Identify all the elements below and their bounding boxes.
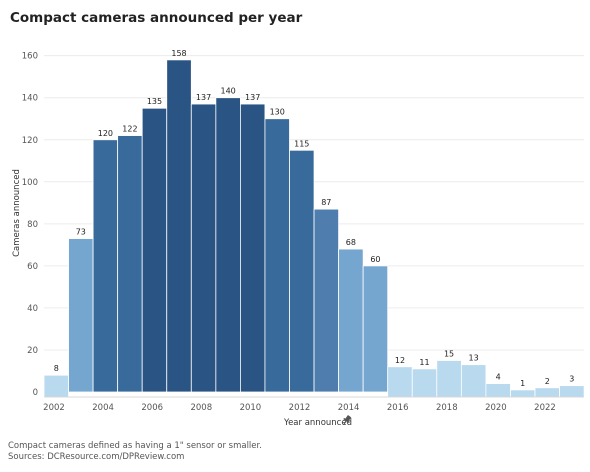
y-tick-label: 20 bbox=[27, 346, 38, 356]
bar bbox=[313, 208, 339, 393]
bar bbox=[338, 248, 364, 393]
data-label: 115 bbox=[294, 139, 309, 148]
bar bbox=[43, 374, 69, 398]
data-label: 4 bbox=[496, 373, 501, 382]
x-tick-label: 2018 bbox=[436, 403, 458, 413]
data-label: 158 bbox=[171, 49, 186, 58]
y-tick-label: 40 bbox=[27, 304, 38, 314]
x-tick-label: 2016 bbox=[387, 403, 409, 413]
x-tick-label: 2008 bbox=[190, 403, 212, 413]
bar bbox=[215, 97, 241, 393]
data-label: 2 bbox=[545, 377, 550, 386]
pin-icon bbox=[343, 415, 352, 425]
data-label: 140 bbox=[220, 87, 235, 96]
bar bbox=[166, 59, 192, 393]
x-tick-label: 2020 bbox=[485, 403, 507, 413]
x-axis-label: Year announced bbox=[283, 418, 352, 428]
data-label: 60 bbox=[370, 255, 380, 264]
bar bbox=[141, 107, 168, 393]
x-tick-label: 2022 bbox=[534, 403, 556, 413]
bar bbox=[239, 103, 266, 393]
x-tick-label: 2004 bbox=[92, 403, 114, 413]
data-label: 3 bbox=[569, 375, 574, 384]
data-label: 137 bbox=[196, 93, 211, 102]
footnote-definition: Compact cameras defined as having a 1" s… bbox=[8, 441, 262, 451]
x-tick-label: 2002 bbox=[43, 403, 65, 413]
bar bbox=[264, 118, 290, 393]
bar bbox=[68, 238, 94, 393]
bar bbox=[411, 368, 438, 398]
data-label: 130 bbox=[270, 108, 285, 117]
footnote-sources: Sources: DCResource.com/DPReview.com bbox=[8, 452, 185, 462]
bar bbox=[92, 139, 119, 393]
x-tick-label: 2012 bbox=[289, 403, 311, 413]
y-tick-label: 120 bbox=[22, 136, 38, 146]
y-tick-label: 60 bbox=[27, 262, 38, 272]
data-label: 122 bbox=[122, 125, 137, 134]
bar bbox=[460, 364, 487, 398]
data-label: 11 bbox=[419, 358, 429, 367]
bar bbox=[190, 103, 217, 393]
chart-title: Compact cameras announced per year bbox=[10, 10, 303, 26]
y-tick-label: 80 bbox=[27, 220, 38, 230]
y-tick-label: 160 bbox=[22, 52, 38, 62]
bar bbox=[436, 360, 462, 398]
x-tick-label: 2010 bbox=[240, 403, 262, 413]
bar bbox=[362, 265, 389, 393]
data-label: 13 bbox=[469, 354, 479, 363]
data-label: 15 bbox=[444, 349, 454, 358]
bar bbox=[117, 135, 143, 393]
data-label: 73 bbox=[76, 228, 86, 237]
bar bbox=[289, 149, 315, 393]
x-tick-label: 2006 bbox=[141, 403, 163, 413]
data-label: 135 bbox=[147, 97, 162, 106]
data-label: 12 bbox=[395, 356, 405, 365]
data-label: 120 bbox=[98, 129, 113, 138]
data-label: 137 bbox=[245, 93, 260, 102]
data-label: 1 bbox=[520, 379, 525, 388]
bar bbox=[559, 385, 585, 398]
bar bbox=[534, 387, 560, 398]
bar bbox=[510, 389, 536, 398]
x-tick-label: 2014 bbox=[338, 403, 360, 413]
data-label: 68 bbox=[346, 238, 356, 247]
y-tick-label: 100 bbox=[22, 178, 38, 188]
bar bbox=[485, 383, 511, 398]
y-tick-label: 0 bbox=[33, 388, 38, 398]
bar bbox=[387, 366, 413, 398]
y-axis-label: Cameras announced bbox=[12, 169, 22, 257]
data-label: 8 bbox=[54, 364, 59, 373]
data-label: 87 bbox=[321, 198, 331, 207]
y-tick-label: 140 bbox=[22, 94, 38, 104]
